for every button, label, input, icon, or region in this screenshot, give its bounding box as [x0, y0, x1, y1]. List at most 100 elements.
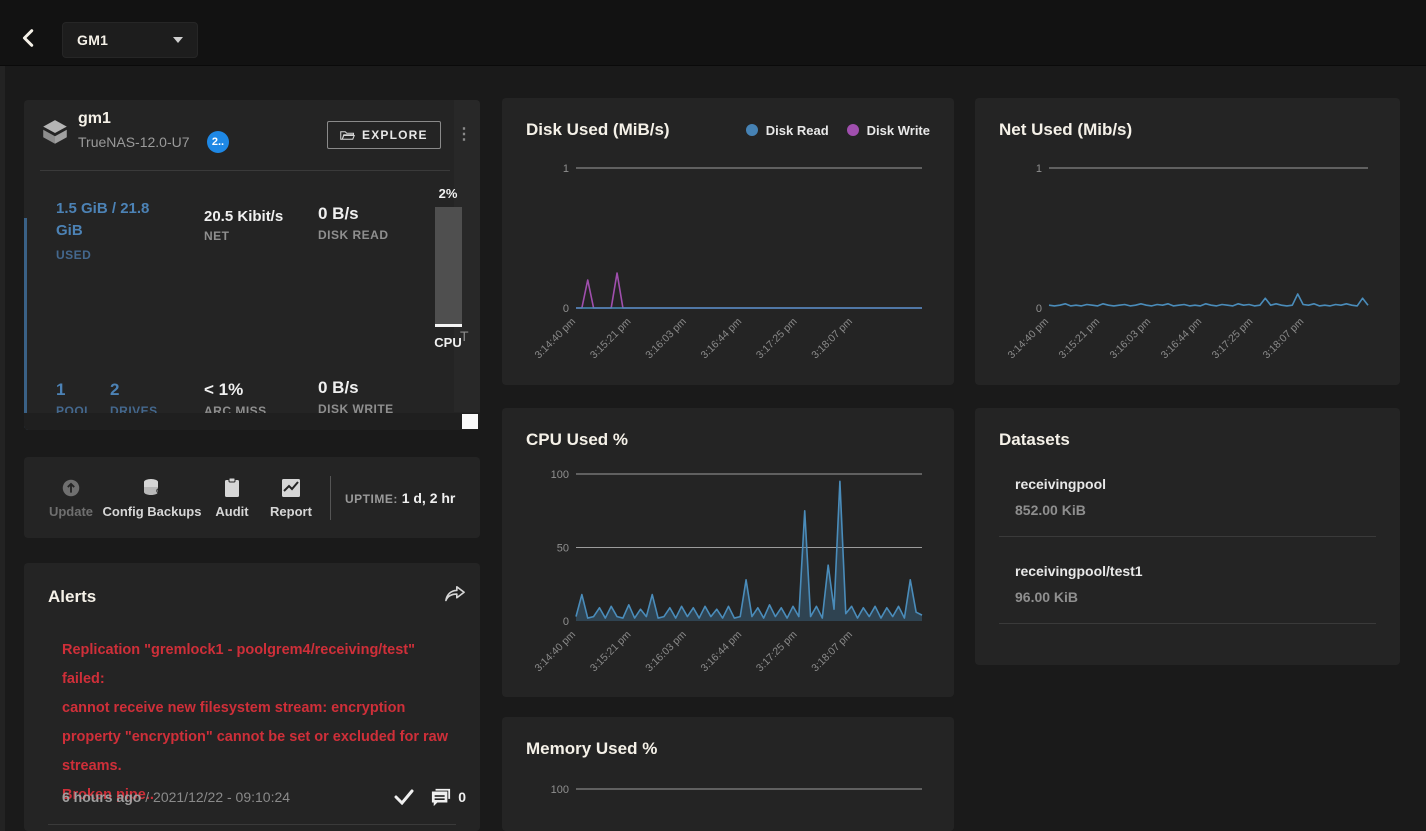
drives-value: 2	[110, 380, 120, 399]
svg-text:3:16:03 pm: 3:16:03 pm	[1108, 315, 1154, 361]
dismiss-alert-button[interactable]	[394, 789, 414, 805]
folder-open-icon	[340, 130, 355, 140]
disk-used-card: Disk Used (MiB/s) Disk Read Disk Write 1…	[502, 98, 954, 385]
dataset-size: 852.00 KiB	[1015, 502, 1086, 518]
svg-text:c: c	[156, 486, 161, 495]
svg-text:3:14:40 pm: 3:14:40 pm	[1005, 315, 1051, 361]
system-info-header: gm1 TrueNAS-12.0-U7 2.. EXPLORE ⋮	[24, 100, 472, 170]
hostname: gm1	[78, 110, 111, 127]
audit-label: Audit	[215, 503, 249, 519]
svg-text:3:18:07 pm: 3:18:07 pm	[809, 628, 855, 674]
carousel-prev-peek	[24, 218, 27, 428]
legend-dot-blue	[745, 124, 758, 136]
update-label: Update	[48, 503, 94, 519]
alert-comments-button[interactable]: 0	[430, 787, 466, 807]
alert-footer: 6 hours ago / 2021/12/22 - 09:10:24 0	[62, 787, 466, 807]
net-value: 20.5 Kibit/s	[204, 208, 284, 225]
legend-disk-write-label: Disk Write	[866, 122, 930, 138]
update-badge[interactable]: 2..	[207, 131, 229, 153]
cpu-used-card: CPU Used % 100 50 0 3:14:40 pm 3:15:21 pm 3:1…	[502, 408, 954, 697]
actions-toolbar-card: Update c Config Backups Audit Report UPT…	[24, 457, 480, 538]
svg-text:3:14:40 pm: 3:14:40 pm	[532, 315, 578, 361]
storage-label: USED	[56, 248, 92, 262]
svg-text:3:17:25 pm: 3:17:25 pm	[754, 628, 800, 674]
comment-icon	[432, 788, 451, 807]
report-chart-icon	[282, 478, 300, 497]
stat-net: 20.5 Kibit/s NET	[204, 208, 283, 243]
uptime-label: UPTIME:	[345, 491, 398, 506]
forward-arrow-icon	[445, 586, 465, 602]
svg-text:0: 0	[563, 616, 569, 628]
memory-used-chart: 100	[526, 765, 930, 831]
legend-disk-write: Disk Write	[846, 122, 930, 138]
alert-datetime: 2021/12/22 - 09:10:24	[153, 789, 291, 805]
net-used-chart: 1 0 3:14:40 pm 3:15:21 pm 3:16:03 pm 3:16:44 …	[999, 150, 1376, 370]
dataset-name: receivingpool	[1015, 476, 1107, 492]
card-menu-button[interactable]: ⋮	[456, 122, 472, 148]
alerts-card: Alerts Replication "gremlock1 - poolgrem…	[24, 563, 480, 831]
svg-text:3:16:44 pm: 3:16:44 pm	[699, 315, 745, 361]
open-alerts-button[interactable]	[444, 585, 466, 608]
scrollbar-thumb[interactable]	[462, 414, 478, 429]
storage-value: 1.5 GiB / 21.8 GiB	[56, 200, 150, 239]
cpu-used-chart: 100 50 0 3:14:40 pm 3:15:21 pm 3:16:03 pm 3:16…	[526, 458, 930, 693]
disk-write-value: 0 B/s	[318, 378, 359, 397]
stat-disk-read: 0 B/s DISK READ	[318, 204, 389, 242]
dataset-row: receivingpool 852.00 KiB	[999, 450, 1376, 537]
net-chart-title: Net Used (Mib/s)	[999, 120, 1133, 139]
alert-timestamp: 6 hours ago / 2021/12/22 - 09:10:24	[62, 789, 290, 805]
host-select-value: GM1	[77, 32, 109, 48]
config-backups-icon: c	[144, 478, 161, 495]
svg-text:3:15:21 pm: 3:15:21 pm	[1057, 315, 1103, 361]
svg-text:3:18:07 pm: 3:18:07 pm	[1261, 315, 1307, 361]
disk-write-label: DISK WRITE	[318, 402, 394, 416]
svg-text:3:15:21 pm: 3:15:21 pm	[588, 628, 634, 674]
svg-text:0: 0	[1036, 303, 1042, 315]
net-label: NET	[204, 229, 230, 243]
uptime: UPTIME: 1 d, 2 hr	[345, 490, 455, 506]
svg-text:3:15:21 pm: 3:15:21 pm	[588, 315, 634, 361]
memory-used-card: Memory Used % 100	[502, 717, 954, 831]
disk-read-label: DISK READ	[318, 228, 389, 242]
svg-text:3:16:44 pm: 3:16:44 pm	[1159, 315, 1205, 361]
legend-disk-read-label: Disk Read	[765, 122, 829, 138]
datasets-card: Datasets receivingpool 852.00 KiB receiv…	[975, 408, 1400, 665]
top-bar: GM1	[0, 0, 1426, 66]
disk-read-value: 0 B/s	[318, 204, 359, 223]
host-select-dropdown[interactable]: GM1	[62, 22, 198, 58]
divider	[330, 475, 331, 520]
peek-text: T	[460, 328, 469, 344]
dataset-name: receivingpool/test1	[1015, 563, 1143, 579]
update-button[interactable]: Update	[42, 477, 100, 519]
cpu-meter: 2% CPU	[433, 186, 463, 350]
disk-used-chart: 1 0 3:14:40 pm 3:15:21 pm 3:16:03 pm 3:16:44 …	[526, 150, 930, 370]
svg-text:3:14:40 pm: 3:14:40 pm	[532, 628, 578, 674]
report-button[interactable]: Report	[260, 477, 322, 519]
arc-value: < 1%	[204, 380, 244, 399]
cpu-percent: 2%	[438, 186, 458, 201]
back-button[interactable]	[16, 26, 42, 52]
svg-text:3:16:03 pm: 3:16:03 pm	[643, 315, 689, 361]
divider	[40, 170, 450, 171]
cpu-meter-label: CPU	[434, 335, 462, 350]
explore-button[interactable]: EXPLORE	[327, 121, 441, 149]
svg-text:3:17:25 pm: 3:17:25 pm	[754, 315, 800, 361]
legend-dot-purple	[846, 124, 859, 136]
svg-text:3:16:03 pm: 3:16:03 pm	[643, 628, 689, 674]
svg-text:100: 100	[551, 469, 569, 481]
horizontal-scrollbar[interactable]	[24, 413, 480, 430]
alerts-title: Alerts	[48, 587, 97, 606]
report-label: Report	[270, 503, 312, 519]
alert-time-ago: 6 hours ago	[62, 789, 142, 805]
chevron-left-icon	[22, 28, 34, 47]
svg-text:50: 50	[557, 543, 569, 555]
svg-text:0: 0	[563, 303, 569, 315]
audit-button[interactable]: Audit	[204, 477, 260, 519]
config-backups-button[interactable]: c Config Backups	[100, 477, 204, 519]
pools-value: 1	[56, 380, 66, 399]
dataset-row: receivingpool/test1 96.00 KiB	[999, 537, 1376, 624]
explore-label: EXPLORE	[362, 128, 428, 142]
config-backups-label: Config Backups	[102, 503, 202, 519]
update-icon	[62, 479, 80, 496]
